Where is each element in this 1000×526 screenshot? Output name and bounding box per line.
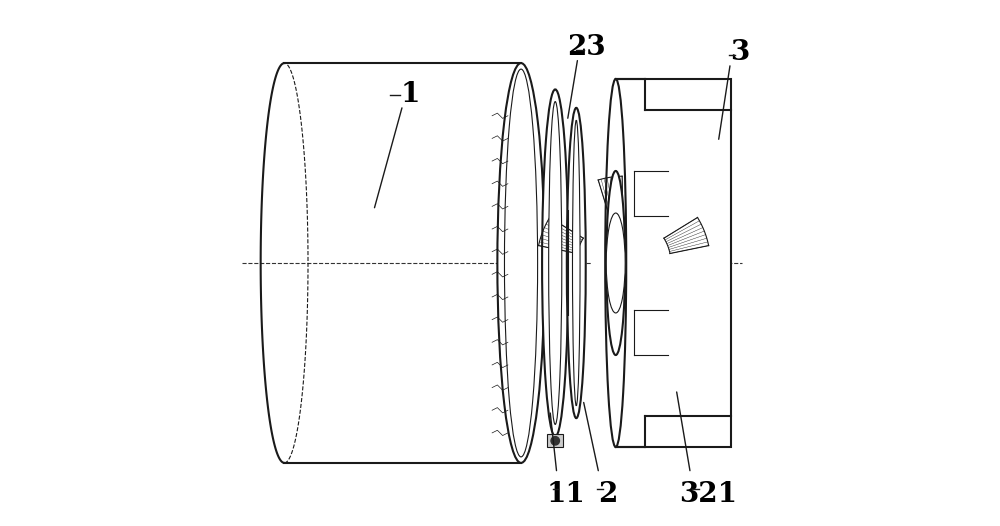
Ellipse shape (606, 213, 625, 313)
Text: 3: 3 (730, 39, 749, 66)
Bar (547, 434, 563, 447)
Ellipse shape (549, 102, 562, 424)
Ellipse shape (572, 120, 580, 406)
Text: 23: 23 (567, 34, 606, 61)
Ellipse shape (542, 89, 568, 437)
Circle shape (551, 437, 559, 445)
Ellipse shape (497, 63, 545, 463)
Bar (616, 79, 731, 447)
Text: 2: 2 (598, 481, 618, 508)
Text: 11: 11 (546, 481, 585, 508)
Ellipse shape (567, 108, 586, 418)
Ellipse shape (606, 171, 625, 355)
Ellipse shape (605, 79, 626, 447)
Text: 321: 321 (679, 481, 737, 508)
Text: 1: 1 (401, 81, 420, 108)
